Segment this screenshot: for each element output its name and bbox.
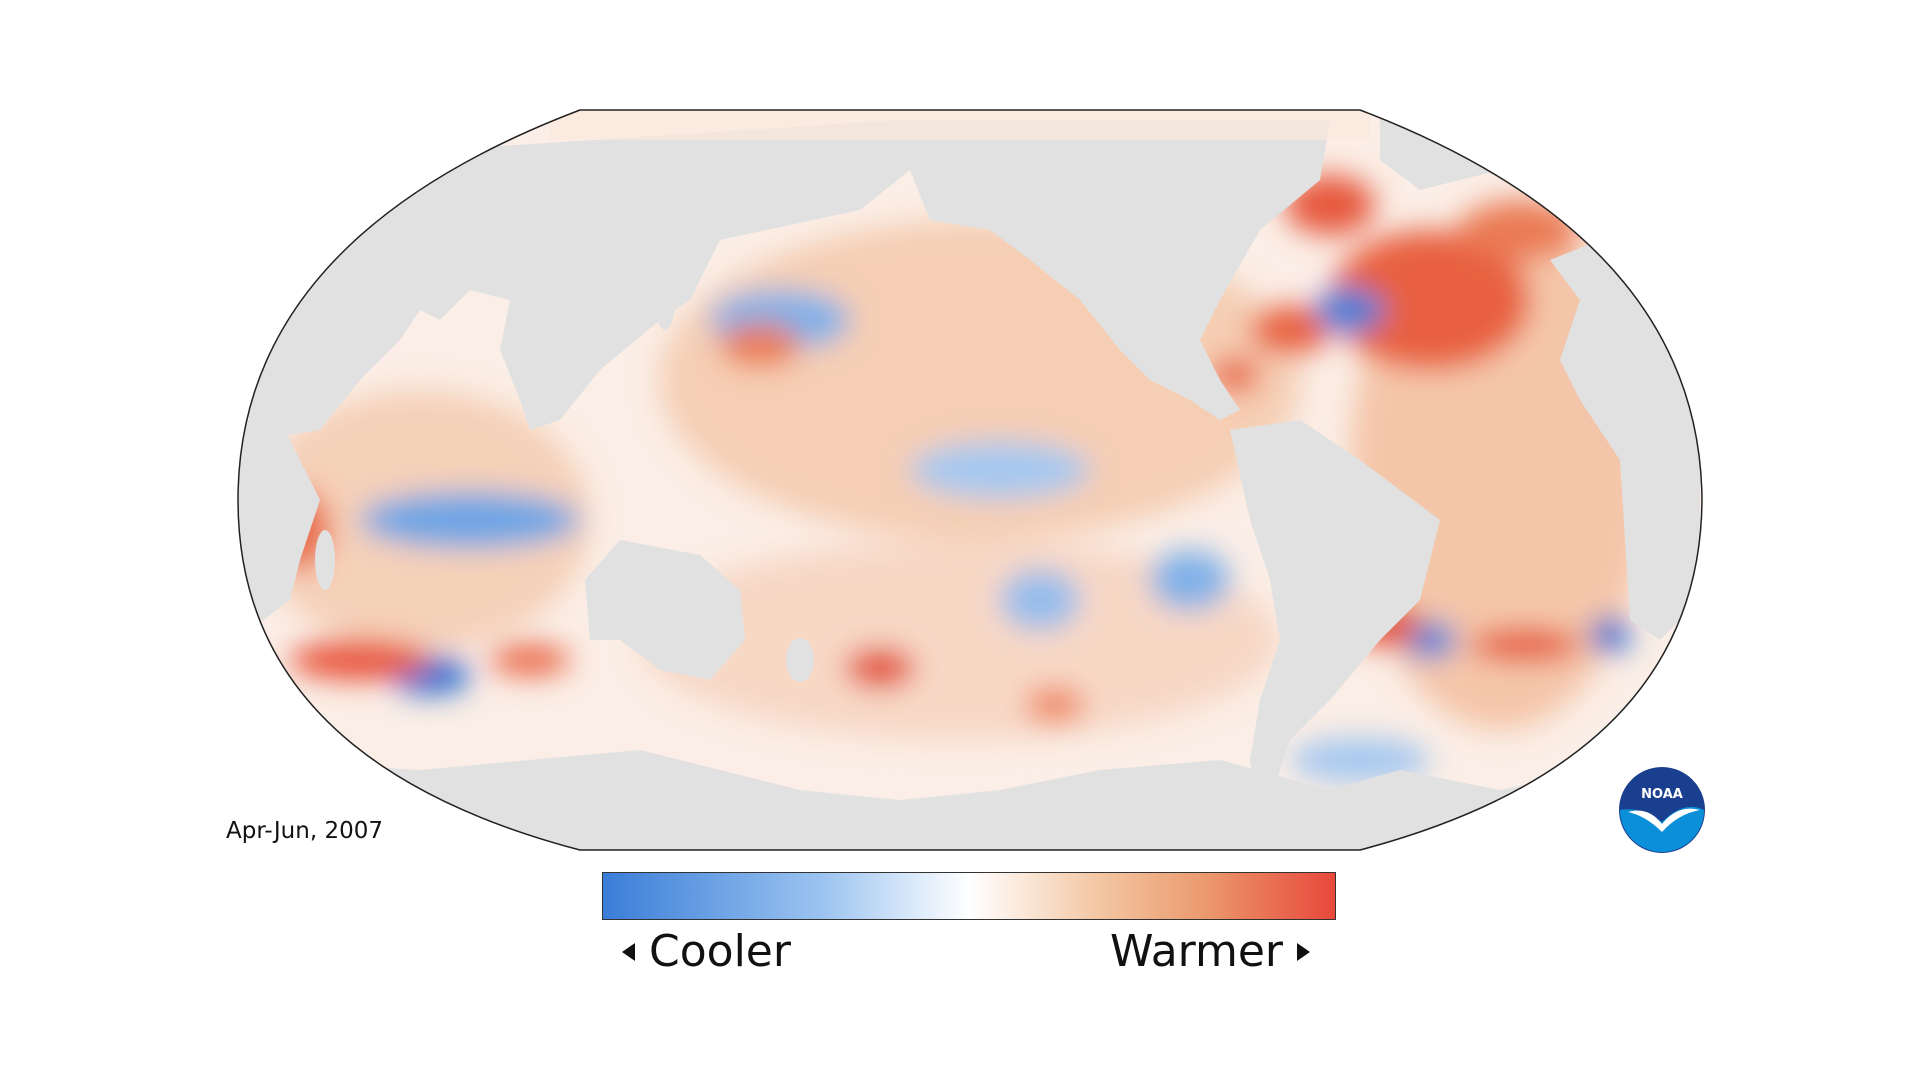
logo-text: NOAA [1641,787,1683,802]
right-arrow-icon [1297,942,1310,961]
period-label: Apr-Jun, 2007 [226,818,383,844]
noaa-logo-icon: NOAA [1619,767,1705,853]
arctic-cap [550,110,1370,140]
legend-high-label: Warmer [1110,926,1283,977]
land-north-america [900,120,1330,420]
land-japan [655,270,675,330]
land-new-zealand [786,638,814,682]
color-scale-bar [602,872,1336,920]
legend-low: Cooler [622,926,791,977]
globe-outline [237,109,1703,851]
land-asia [240,120,910,440]
land-south-america [1230,420,1440,820]
land-madagascar [315,530,335,590]
legend-high: Warmer [1110,926,1310,977]
legend-low-label: Cooler [649,926,791,977]
land-antarctica [238,750,1700,850]
land-australia [585,540,745,680]
land-africa [238,420,320,630]
left-arrow-icon [622,942,635,961]
logo-bird [1628,808,1700,832]
